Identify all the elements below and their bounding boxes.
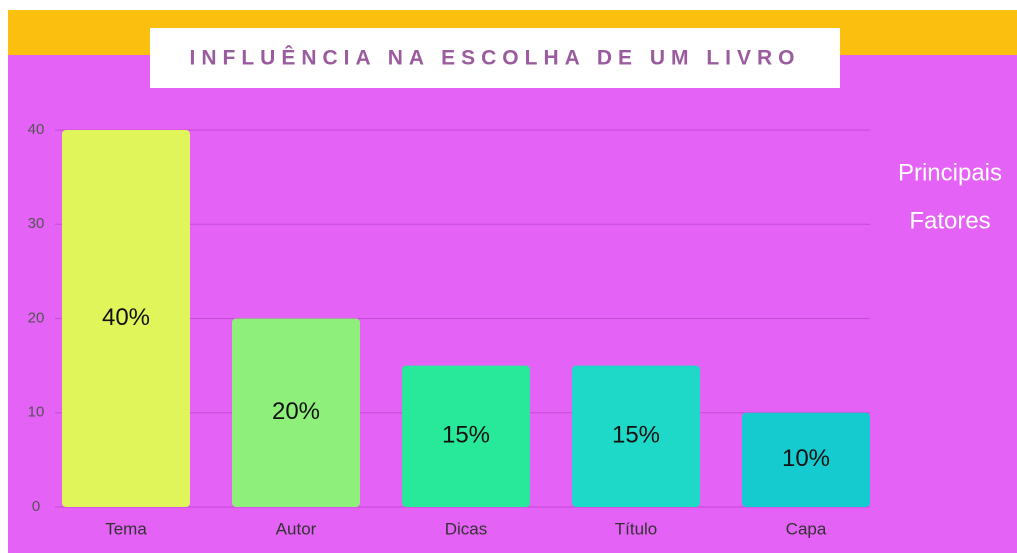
bar xyxy=(742,412,870,507)
bar xyxy=(232,318,360,507)
bar xyxy=(572,365,700,507)
title-box xyxy=(150,28,840,88)
y-tick-label: 10 xyxy=(28,404,45,421)
x-tick-label: Autor xyxy=(276,519,317,538)
value-label: 15% xyxy=(612,422,660,449)
bar xyxy=(62,130,190,507)
value-label: 10% xyxy=(782,445,830,472)
y-tick-label: 30 xyxy=(28,215,45,232)
x-tick-label: Título xyxy=(615,519,658,538)
value-label: 40% xyxy=(102,304,150,331)
x-tick-label: Tema xyxy=(105,519,147,538)
chart-title: INFLUÊNCIA NA ESCOLHA DE UM LIVRO xyxy=(190,46,801,70)
value-label: 15% xyxy=(442,422,490,449)
annotation: Principais xyxy=(898,159,1002,186)
x-tick-label: Dicas xyxy=(445,519,488,538)
y-tick-label: 0 xyxy=(32,498,40,515)
annotation: Fatores xyxy=(909,207,990,234)
value-label: 20% xyxy=(272,398,320,425)
y-tick-label: 20 xyxy=(28,309,45,326)
bar xyxy=(402,365,530,507)
x-tick-label: Capa xyxy=(786,519,827,538)
y-tick-label: 40 xyxy=(28,121,45,138)
